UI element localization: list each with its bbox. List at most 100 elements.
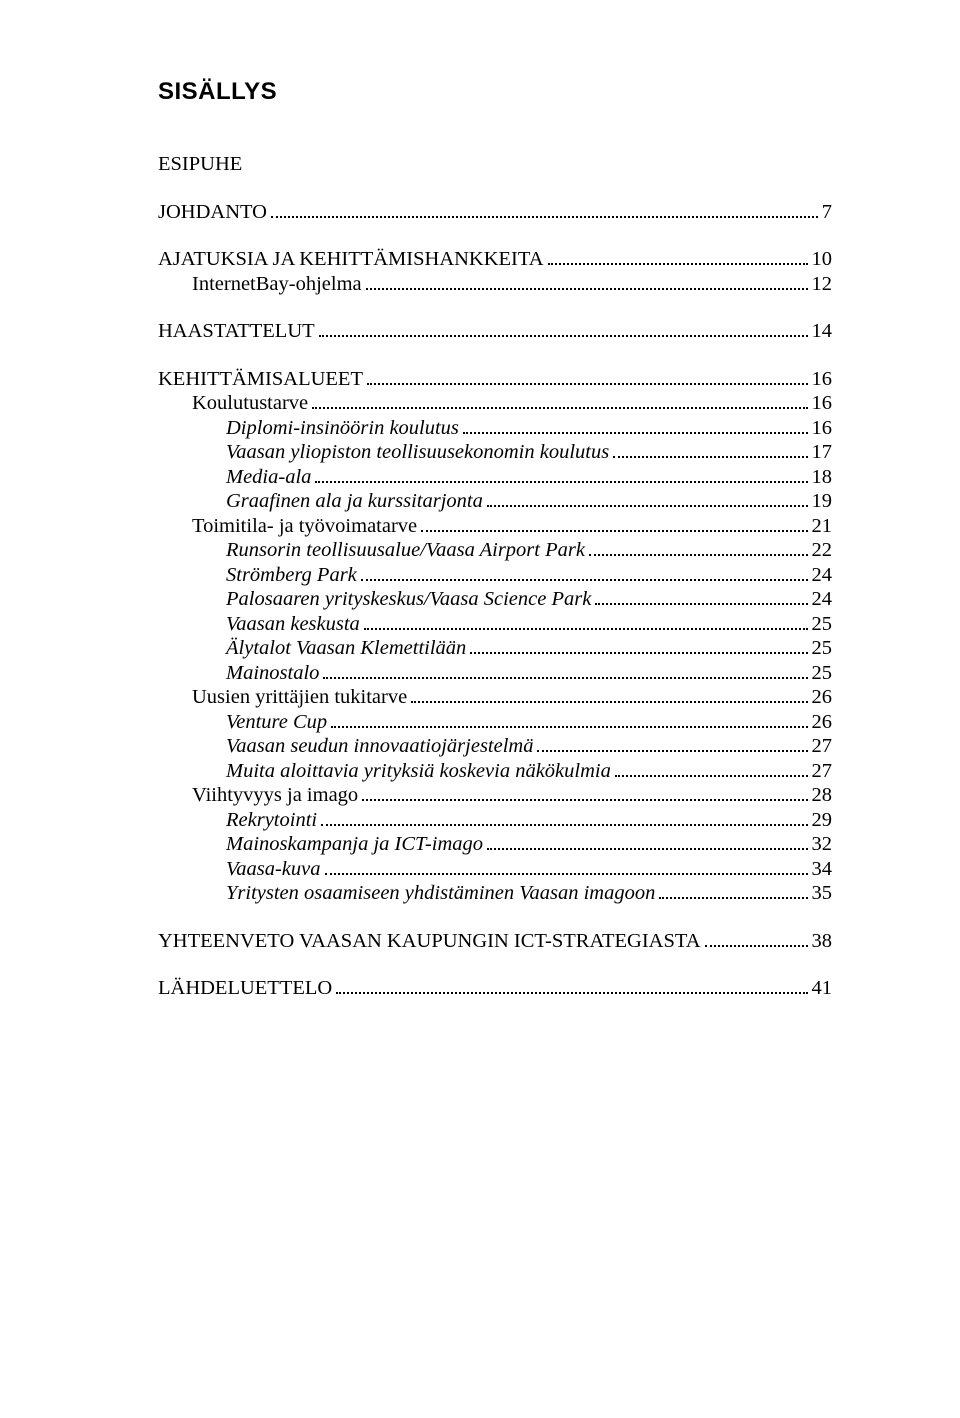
toc-entry-page: 16	[812, 418, 833, 439]
toc-entry-label: Venture Cup	[226, 712, 327, 733]
toc-entry-label: JOHDANTO	[158, 202, 267, 223]
dot-leader	[421, 518, 807, 531]
toc-row: KEHITTÄMISALUEET 16	[158, 369, 832, 390]
dot-leader	[271, 204, 818, 217]
toc-entry-label: Koulutustarve	[192, 393, 308, 414]
toc-row: YHTEENVETO VAASAN KAUPUNGIN ICT-STRATEGI…	[158, 931, 832, 952]
dot-leader	[315, 469, 807, 482]
toc-row: Diplomi-insinöörin koulutus 16	[158, 418, 832, 439]
toc-body: ESIPUHE JOHDANTO 7 AJATUKSIA JA KEHITTÄMISH…	[158, 154, 832, 1003]
toc-entry-page: 25	[812, 638, 833, 659]
toc-entry-page: 22	[812, 540, 833, 561]
dot-leader	[411, 690, 807, 703]
dot-leader	[613, 445, 807, 458]
toc-entry-label: KEHITTÄMISALUEET	[158, 369, 363, 390]
row-gap	[158, 999, 832, 1003]
dot-leader	[615, 763, 808, 776]
dot-leader	[364, 616, 808, 629]
toc-entry-label: Viihtyvyys ja imago	[192, 785, 358, 806]
toc-entry-label: Uusien yrittäjien tukitarve	[192, 687, 407, 708]
toc-entry-page: 29	[812, 810, 833, 831]
toc-entry-label: InternetBay-ohjelma	[192, 274, 362, 295]
toc-entry-page: 35	[812, 883, 833, 904]
toc-entry-page: 34	[812, 859, 833, 880]
toc-entry-page: 27	[812, 736, 833, 757]
toc-entry-page: 12	[812, 274, 833, 295]
toc-row: Älytalot Vaasan Klemettilään 25	[158, 638, 832, 659]
dot-leader	[361, 567, 808, 580]
toc-row: Rekrytointi 29	[158, 810, 832, 831]
toc-row: Mainoskampanja ja ICT-imago32	[158, 834, 832, 855]
toc-entry-page: 26	[812, 687, 833, 708]
dot-leader	[367, 371, 808, 384]
toc-row: Graafinen ala ja kurssitarjonta 19	[158, 491, 832, 512]
dot-leader	[487, 494, 808, 507]
dot-leader	[362, 788, 807, 801]
toc-entry-page: 16	[812, 369, 833, 390]
toc-row: Vaasa-kuva 34	[158, 859, 832, 880]
dot-leader	[366, 276, 808, 289]
toc-entry-label: AJATUKSIA JA KEHITTÄMISHANKKEITA	[158, 249, 544, 270]
toc-row: LÄHDELUETTELO 41	[158, 978, 832, 999]
toc-entry-label: Media-ala	[226, 467, 311, 488]
toc-entry-page: 25	[812, 663, 833, 684]
toc-row: JOHDANTO 7	[158, 202, 832, 223]
dot-leader	[463, 420, 808, 433]
row-gap	[158, 175, 832, 202]
toc-row: Vaasan yliopiston teollisuusekonomin kou…	[158, 442, 832, 463]
toc-entry-page: 18	[812, 467, 833, 488]
toc-entry-label: Diplomi-insinöörin koulutus	[226, 418, 459, 439]
toc-entry-label: Palosaaren yrityskeskus/Vaasa Science Pa…	[226, 589, 591, 610]
toc-entry-page: 24	[812, 589, 833, 610]
toc-entry-page: 25	[812, 614, 833, 635]
toc-entry-page: 7	[822, 202, 832, 223]
dot-leader	[325, 861, 808, 874]
dot-leader	[312, 396, 807, 409]
toc-row: Mainostalo25	[158, 663, 832, 684]
dot-leader	[548, 252, 808, 265]
toc-entry-page: 28	[812, 785, 833, 806]
toc-entry-label: Graafinen ala ja kurssitarjonta	[226, 491, 483, 512]
toc-entry-label: Vaasa-kuva	[226, 859, 321, 880]
toc-row: Yritysten osaamiseen yhdistäminen Vaasan…	[158, 883, 832, 904]
toc-entry-label: Älytalot Vaasan Klemettilään	[226, 638, 466, 659]
toc-row: InternetBay-ohjelma 12	[158, 274, 832, 295]
toc-entry-label: YHTEENVETO VAASAN KAUPUNGIN ICT-STRATEGI…	[158, 931, 701, 952]
dot-leader	[705, 933, 808, 946]
toc-entry-label: Rekrytointi	[226, 810, 317, 831]
toc-entry-label: Strömberg Park	[226, 565, 357, 586]
toc-entry-label: LÄHDELUETTELO	[158, 978, 332, 999]
toc-row: Palosaaren yrityskeskus/Vaasa Science Pa…	[158, 589, 832, 610]
toc-entry-label: Muita aloittavia yrityksiä koskevia näkö…	[226, 761, 611, 782]
dot-leader	[336, 981, 807, 994]
toc-title: SISÄLLYS	[158, 78, 832, 106]
toc-row: ESIPUHE	[158, 154, 832, 175]
toc-row: HAASTATTELUT 14	[158, 321, 832, 342]
toc-row: Runsorin teollisuusalue/Vaasa Airport Pa…	[158, 540, 832, 561]
row-gap	[158, 951, 832, 978]
toc-entry-page: 32	[812, 834, 833, 855]
toc-entry-page: 38	[812, 931, 833, 952]
dot-leader	[331, 714, 807, 727]
dot-leader	[595, 592, 807, 605]
dot-leader	[319, 324, 808, 337]
toc-entry-label: HAASTATTELUT	[158, 321, 315, 342]
dot-leader	[589, 543, 808, 556]
toc-entry-page: 14	[812, 321, 833, 342]
row-gap	[158, 222, 832, 249]
toc-entry-page: 27	[812, 761, 833, 782]
toc-entry-page: 24	[812, 565, 833, 586]
toc-entry-page: 16	[812, 393, 833, 414]
toc-entry-label: Vaasan yliopiston teollisuusekonomin kou…	[226, 442, 609, 463]
dot-leader	[659, 886, 807, 899]
toc-entry-label: Toimitila- ja työvoimatarve	[192, 516, 417, 537]
toc-entry-page: 19	[812, 491, 833, 512]
toc-row: Strömberg Park 24	[158, 565, 832, 586]
toc-entry-label: ESIPUHE	[158, 154, 242, 175]
toc-row: Media-ala 18	[158, 467, 832, 488]
toc-row: Uusien yrittäjien tukitarve 26	[158, 687, 832, 708]
toc-entry-page: 41	[812, 978, 833, 999]
toc-entry-label: Vaasan seudun innovaatiojärjestelmä	[226, 736, 533, 757]
toc-row: Venture Cup26	[158, 712, 832, 733]
dot-leader	[537, 739, 807, 752]
